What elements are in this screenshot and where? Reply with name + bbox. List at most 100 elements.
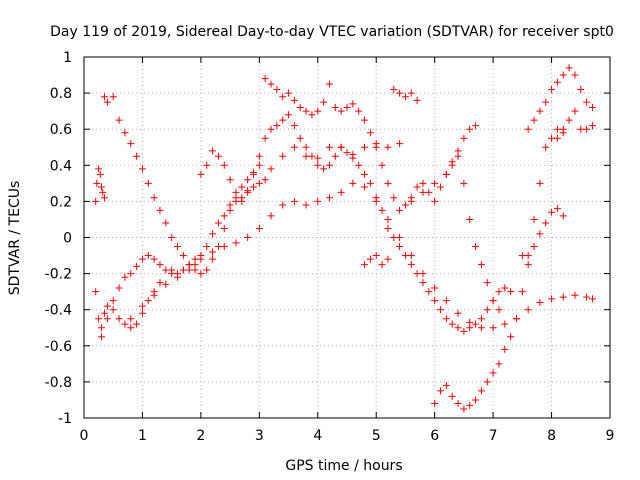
data-point [197,270,205,278]
data-point [285,111,293,119]
data-point [290,197,298,205]
data-point [209,248,217,256]
data-point [255,161,263,169]
data-point [361,183,369,191]
data-point [419,270,427,278]
data-point [396,234,404,241]
data-point [571,107,579,115]
data-point [267,212,275,220]
data-point [454,400,462,408]
data-point [442,297,450,305]
data-point [524,306,532,314]
data-point [454,152,462,160]
data-point [320,165,328,173]
data-point [401,201,409,209]
data-point [197,252,205,260]
data-point [290,122,298,130]
data-point [466,125,474,133]
data-point [249,170,257,178]
data-point [100,194,108,202]
data-point [308,152,316,160]
data-point [454,324,462,332]
data-point [431,179,439,187]
data-point [109,306,117,314]
data-point [203,266,211,274]
data-point [571,291,579,299]
data-point [267,125,275,133]
data-point [127,315,135,323]
data-point [530,116,538,124]
data-point [396,89,404,97]
data-point [384,179,392,187]
series-5 [127,111,515,335]
data-point [156,206,164,214]
data-point [273,85,281,93]
data-point [99,188,107,196]
data-point [507,333,515,341]
data-point [390,234,398,241]
data-point [302,107,310,115]
data-point [98,333,106,341]
data-point [489,297,497,305]
data-point [308,111,316,119]
data-point [244,188,252,196]
data-point [133,152,141,160]
data-point [384,215,392,223]
data-point [325,161,333,169]
data-point [290,96,298,104]
data-point [565,116,573,124]
data-point [431,400,439,408]
data-point [542,219,550,227]
data-point [390,194,398,202]
data-point [95,165,103,173]
x-tick-label: 3 [255,428,264,444]
data-point [407,252,415,260]
data-point [103,98,111,106]
data-point [115,315,123,323]
data-point [103,302,111,310]
data-point [144,252,152,260]
x-tick-label: 7 [489,428,498,444]
data-point [232,188,240,196]
data-point [343,149,351,157]
data-point [355,161,363,169]
series-12 [553,107,596,142]
data-point [483,306,491,314]
data-point [466,401,474,409]
data-point [530,215,538,223]
data-point [559,293,567,301]
data-point [261,134,269,142]
chart-title: Day 119 of 2019, Sidereal Day-to-day VTE… [50,24,614,40]
y-tick-label: 0.2 [50,194,72,210]
data-point [232,239,240,247]
data-point [472,320,480,328]
data-point [495,288,503,296]
data-point [156,261,164,269]
data-point [349,179,357,187]
data-point [384,143,392,151]
data-point [98,183,106,191]
data-point [489,369,497,377]
data-point [495,360,503,368]
data-point [320,98,328,106]
data-point [378,206,386,214]
data-point [442,170,450,178]
series-7 [390,85,421,104]
data-point [583,125,591,133]
data-point [477,387,485,395]
data-point [267,80,275,88]
data-point [536,230,544,238]
y-tick-label: 0.6 [50,122,72,138]
data-point [437,306,445,314]
data-point [460,134,468,142]
data-point [588,104,596,112]
data-point [174,243,182,251]
data-point [384,224,392,232]
data-point [255,179,263,187]
data-point [477,315,485,323]
data-point [536,179,544,187]
data-point [548,208,556,216]
data-point [191,266,199,274]
data-point [279,116,287,124]
